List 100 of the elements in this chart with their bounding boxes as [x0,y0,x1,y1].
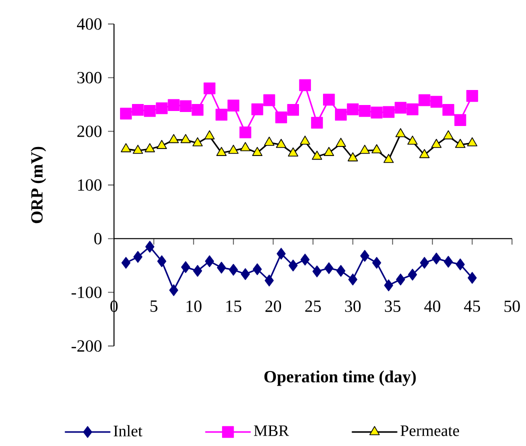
point [406,103,418,116]
point [455,138,466,148]
point [394,102,406,114]
legend-label: Inlet [114,425,142,436]
point [133,251,142,263]
point [324,146,334,156]
point [276,138,286,148]
point [396,274,406,286]
point [384,279,394,292]
point [157,255,166,268]
y-axis-title: ORP (mV) [30,146,46,224]
y-tick-label: 300 [77,72,102,84]
point [287,104,300,116]
point [120,143,132,152]
point [181,261,190,274]
x-axis-title: Operation time (day) [264,370,416,386]
x-tick-label: 40 [424,300,440,312]
y-tick-label: 400 [76,18,102,30]
point [420,256,429,269]
point [348,274,358,286]
point [288,260,298,272]
point [336,138,346,147]
x-tick-label: 5 [150,300,158,312]
point [228,264,238,276]
point [360,144,370,154]
x-tick-label: 45 [464,300,480,312]
y-tick-label: -100 [72,286,102,298]
point [240,142,251,152]
point [252,263,262,276]
point [228,144,239,154]
point [216,108,228,121]
point [168,99,180,111]
point [144,143,155,152]
point [205,255,214,268]
point [168,134,179,144]
point [360,250,370,262]
y-tick-label: 100 [78,179,102,191]
point [300,136,310,145]
point [395,128,406,138]
point [312,266,322,278]
point [120,108,132,120]
point [408,268,418,281]
point [192,104,204,116]
point [312,150,322,160]
point [192,137,203,146]
point [407,136,418,145]
point [467,137,478,146]
point [132,104,144,116]
point [348,152,358,162]
point [443,130,454,140]
point [239,126,252,138]
point [264,136,274,146]
point [276,248,286,260]
point [300,254,310,266]
point [263,94,276,106]
point [454,114,466,126]
point [204,82,216,94]
point [180,134,191,144]
point [358,105,371,117]
point [180,100,192,112]
point [370,106,383,118]
point [169,284,178,296]
point [372,144,382,154]
x-tick-label: 25 [305,300,321,312]
point [193,264,202,277]
point [372,256,382,269]
point [334,108,347,121]
point [418,94,430,106]
point [145,240,154,253]
y-tick-label: 200 [77,126,102,138]
point [216,262,226,274]
point [430,96,442,108]
point [442,104,454,116]
x-tick-label: 30 [345,300,361,312]
point [466,90,478,102]
point [251,103,264,116]
point [444,256,453,268]
x-tick-label: 35 [384,300,400,312]
point [431,138,442,148]
point [252,146,262,156]
point [216,146,227,156]
point [382,106,395,118]
point [156,102,168,114]
point [144,105,156,117]
point [275,111,288,124]
point [383,154,394,163]
point [324,262,334,274]
x-tick-label: 20 [265,300,282,312]
point [311,116,323,129]
point [323,94,335,106]
point [299,79,311,92]
point [288,147,298,156]
point [419,149,430,158]
point [156,140,167,149]
x-tick-label: 15 [226,300,242,312]
point [121,256,130,269]
point [132,144,144,154]
point [456,258,465,270]
point [204,130,215,140]
legend-label: Permeate [400,425,460,436]
